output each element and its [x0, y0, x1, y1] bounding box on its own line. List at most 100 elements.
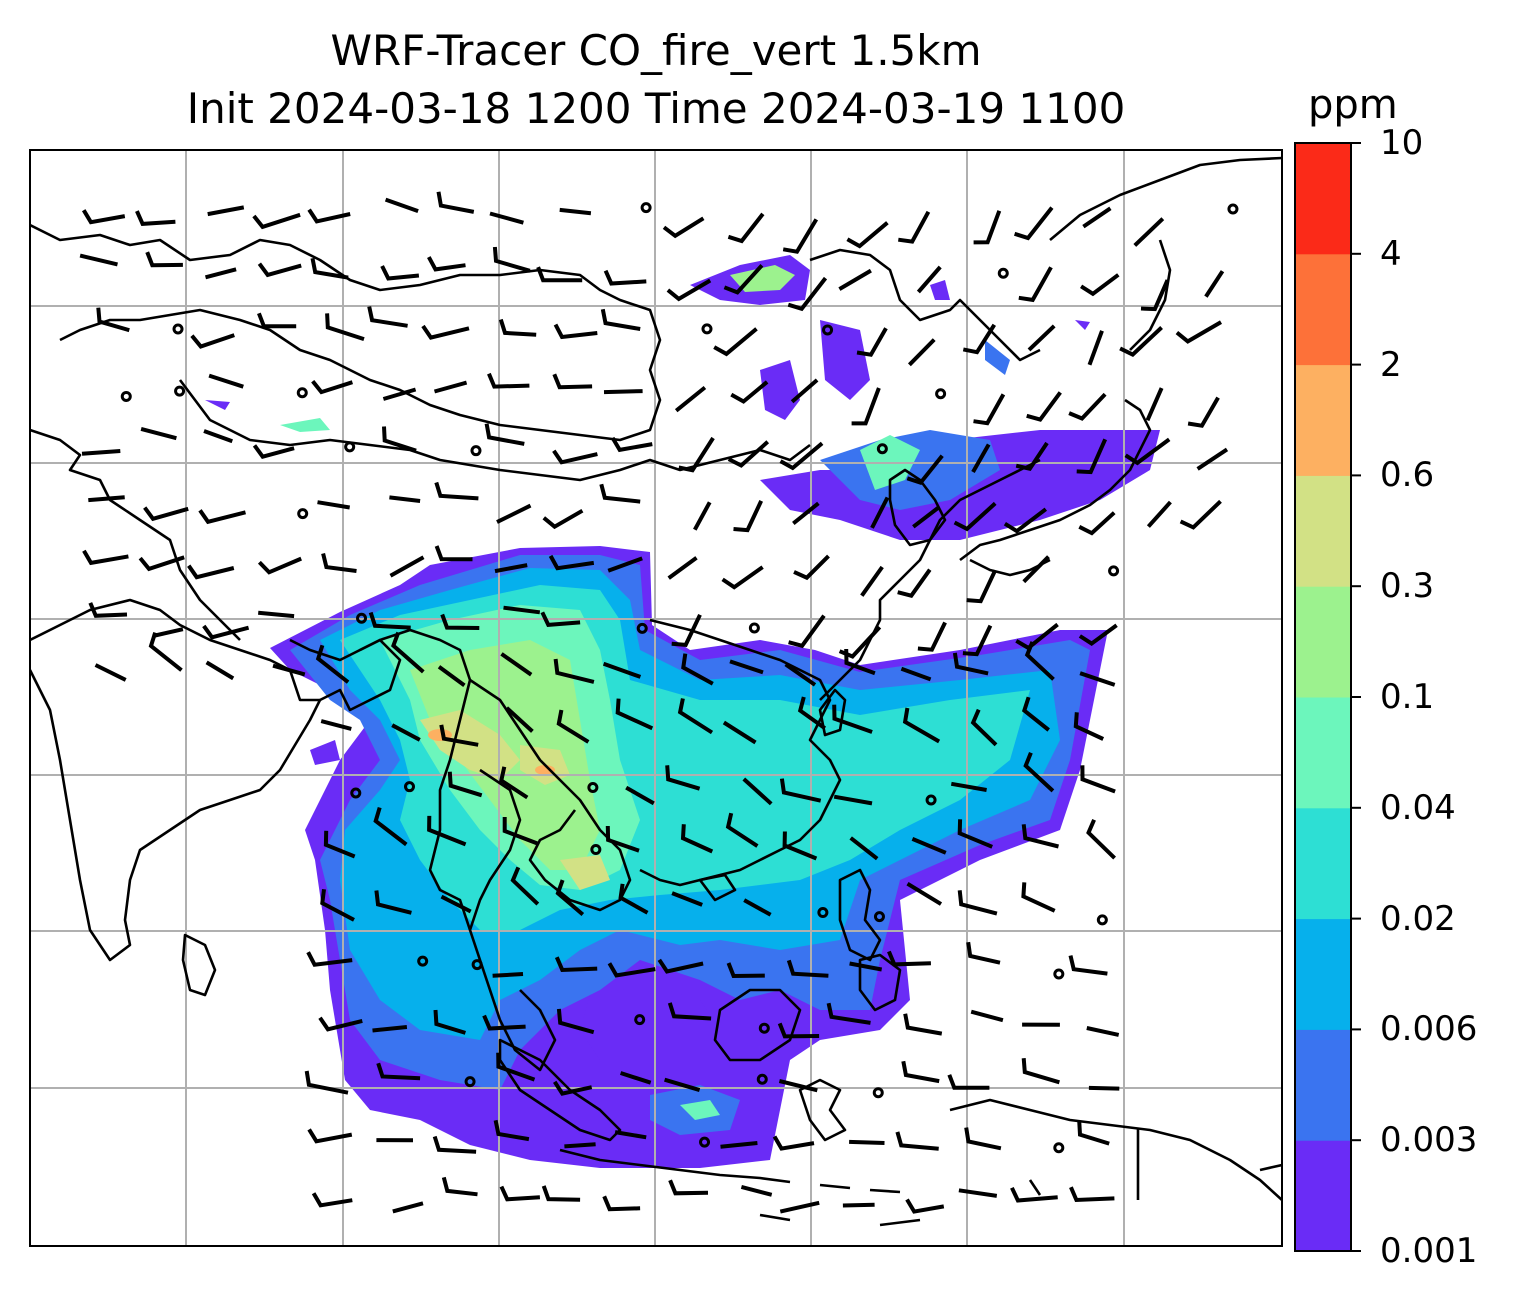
wind-barb — [556, 1008, 595, 1035]
wind-calm-circle — [1227, 203, 1239, 215]
colorbar-band — [1295, 1140, 1351, 1252]
wind-barb — [1076, 438, 1108, 475]
wind-barb — [777, 1022, 820, 1039]
wind-calm-circle — [174, 385, 186, 397]
wind-barb — [846, 221, 889, 249]
wind-calm-circle — [925, 794, 937, 806]
wind-barb — [198, 509, 246, 525]
wind-barb — [320, 719, 352, 731]
wind-barb — [1187, 396, 1220, 428]
wind-barb — [554, 956, 598, 973]
plume-mongolia-2 — [820, 320, 870, 400]
wind-barb — [607, 962, 656, 978]
wind-barb — [1024, 641, 1055, 681]
wind-barb — [542, 508, 584, 530]
wind-barb — [498, 318, 537, 337]
wind-calm-circle — [701, 323, 713, 335]
wind-barb — [311, 379, 354, 395]
wind-barb — [950, 781, 987, 792]
wind-barb — [911, 837, 947, 855]
wind-barb — [432, 1135, 477, 1154]
wind-barb — [792, 501, 820, 525]
wind-barb — [88, 602, 128, 618]
wind-barb — [437, 665, 466, 688]
sulawesi — [798, 1078, 847, 1142]
philippines-luzon — [838, 868, 882, 962]
wind-barb — [81, 209, 126, 225]
sakhalin — [1129, 239, 1172, 351]
map-frame — [29, 149, 1283, 1247]
wind-barb — [376, 1062, 421, 1081]
wind-calm-circle — [699, 1136, 711, 1148]
wind-barb — [499, 1185, 541, 1202]
wind-barb — [778, 1079, 818, 1093]
sumatra — [498, 1038, 622, 1142]
plume-manchuria — [930, 280, 950, 300]
australia-north — [1259, 1163, 1282, 1172]
wind-barb — [727, 212, 765, 244]
wind-barb — [900, 666, 932, 682]
wind-barb — [973, 393, 1006, 426]
wind-barb — [740, 1184, 773, 1197]
plume-japan — [985, 340, 1010, 375]
wind-barb — [440, 894, 472, 914]
wind-barb — [79, 253, 118, 267]
wind-barb — [187, 564, 235, 580]
wind-barb — [510, 866, 540, 906]
wind-barb — [318, 1016, 363, 1032]
wind-barb — [496, 503, 532, 524]
tibet-border — [178, 379, 811, 482]
himalaya-border — [30, 223, 662, 442]
wind-barb — [492, 246, 531, 273]
colorbar-band — [1295, 918, 1351, 1030]
wind-calm-circle — [464, 1076, 476, 1088]
wind-barb — [427, 815, 467, 847]
wind-calm-circle — [822, 324, 834, 336]
wind-barb — [552, 449, 598, 465]
wind-barb — [602, 1195, 641, 1212]
wind-barb — [1018, 266, 1053, 303]
colorbar-tick-label: 0.3 — [1380, 566, 1435, 607]
colorbar-tick-label: 0.04 — [1380, 787, 1456, 828]
russia-border — [809, 248, 1041, 362]
map-title-line2: Init 2024-03-18 1200 Time 2024-03-19 110… — [186, 84, 1126, 133]
wind-calm-circle — [172, 323, 184, 335]
colorbar-band — [1295, 364, 1351, 476]
wind-calm-circle — [817, 907, 829, 919]
wind-barb — [556, 709, 590, 744]
wind-barb — [723, 264, 764, 295]
wind-barb — [252, 212, 301, 230]
colorbar-tick-label: 4 — [1380, 233, 1402, 274]
wind-barb — [553, 1080, 593, 1096]
plume-sumatra — [580, 985, 720, 1080]
wind-barb — [372, 1025, 408, 1033]
wind-barb — [720, 1141, 758, 1149]
wind-barb — [901, 1060, 940, 1084]
wind-barb — [906, 881, 943, 906]
wind-barb — [503, 605, 541, 615]
wind-barb — [786, 959, 829, 978]
wind-barb — [887, 950, 931, 967]
wind-barb — [722, 720, 757, 745]
wind-barb — [148, 631, 183, 672]
wind-barb — [555, 879, 585, 917]
wind-calm-circle — [1053, 1142, 1065, 1154]
wind-barb — [838, 268, 872, 291]
wind-barb — [447, 771, 483, 798]
wind-barb — [826, 1002, 871, 1025]
indochina-border-1 — [469, 678, 632, 912]
wind-barb — [607, 556, 643, 573]
wind-barb — [677, 698, 714, 735]
wind-barb — [367, 306, 408, 328]
wind-barb — [368, 611, 411, 630]
wind-barb — [733, 500, 764, 533]
plume-tibet-2 — [205, 400, 230, 410]
wind-calm-circle — [636, 622, 648, 634]
colorbar-tick-label: 0.1 — [1380, 677, 1435, 717]
colorbar-band — [1295, 807, 1351, 920]
wind-barb — [315, 644, 350, 684]
japan-honshu — [959, 398, 1152, 562]
wind-calm-circle — [756, 1073, 768, 1085]
wind-barb — [1021, 696, 1050, 732]
wind-barb — [502, 817, 540, 846]
